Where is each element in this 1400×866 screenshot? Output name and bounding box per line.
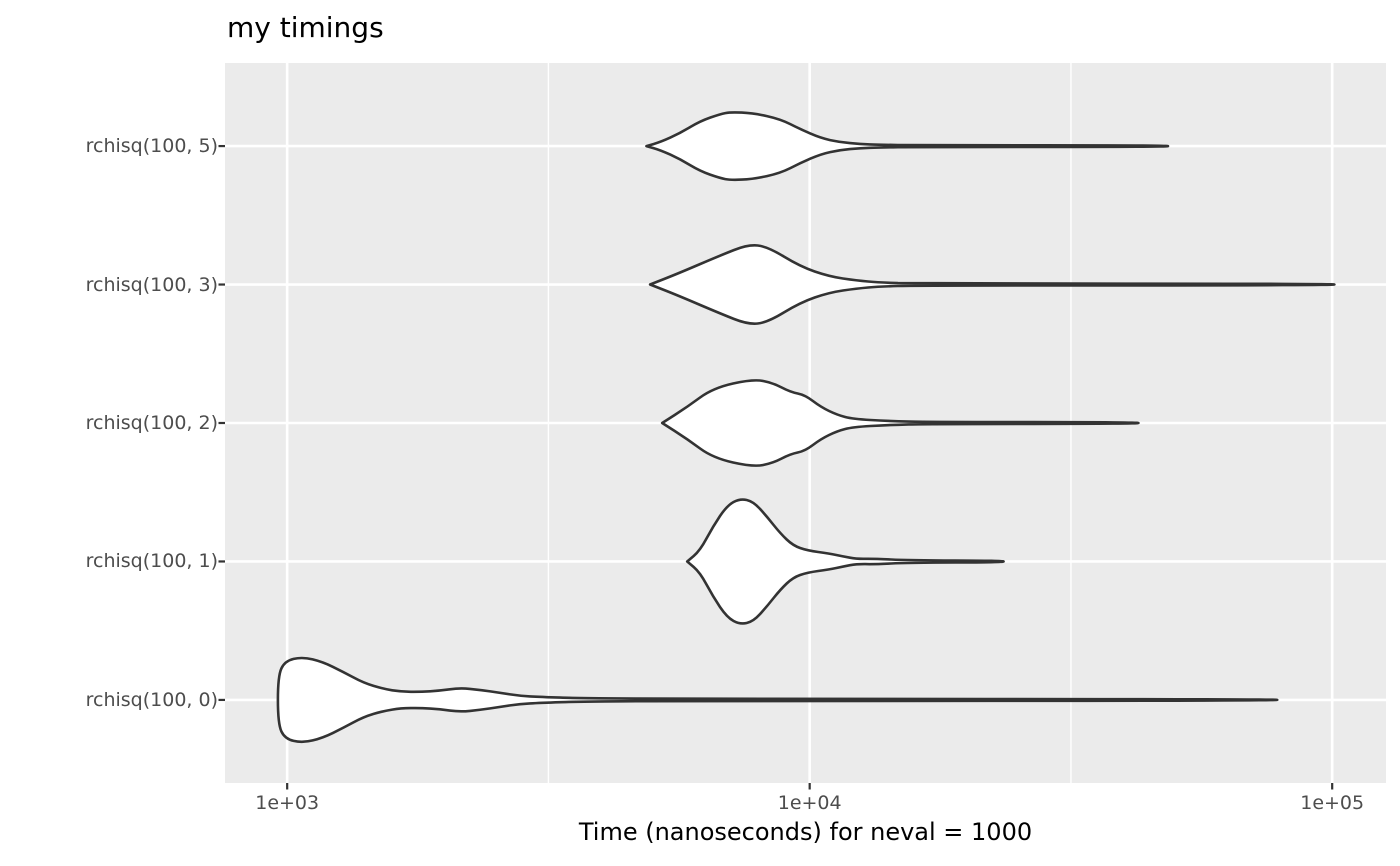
- plot-title: my timings: [227, 11, 384, 44]
- violin-shape: [685, 498, 1005, 625]
- violin-shape: [648, 244, 1336, 325]
- y-axis-label: rchisq(100, 2): [85, 412, 218, 434]
- y-axis-label: rchisq(100, 5): [85, 135, 218, 158]
- violin-shape: [660, 379, 1140, 467]
- x-axis-title: Time (nanoseconds) for neval = 1000: [578, 818, 1033, 846]
- violin-shape: [645, 111, 1170, 182]
- y-axis-label: rchisq(100, 0): [85, 688, 218, 711]
- x-axis-tick-label: 1e+05: [1300, 792, 1365, 814]
- y-axis-label: rchisq(100, 1): [85, 550, 218, 573]
- x-axis-tick-label: 1e+04: [777, 792, 842, 814]
- y-axis-label: rchisq(100, 3): [85, 273, 218, 296]
- violin-shape: [276, 656, 1279, 744]
- x-axis-tick-label: 1e+03: [255, 792, 320, 814]
